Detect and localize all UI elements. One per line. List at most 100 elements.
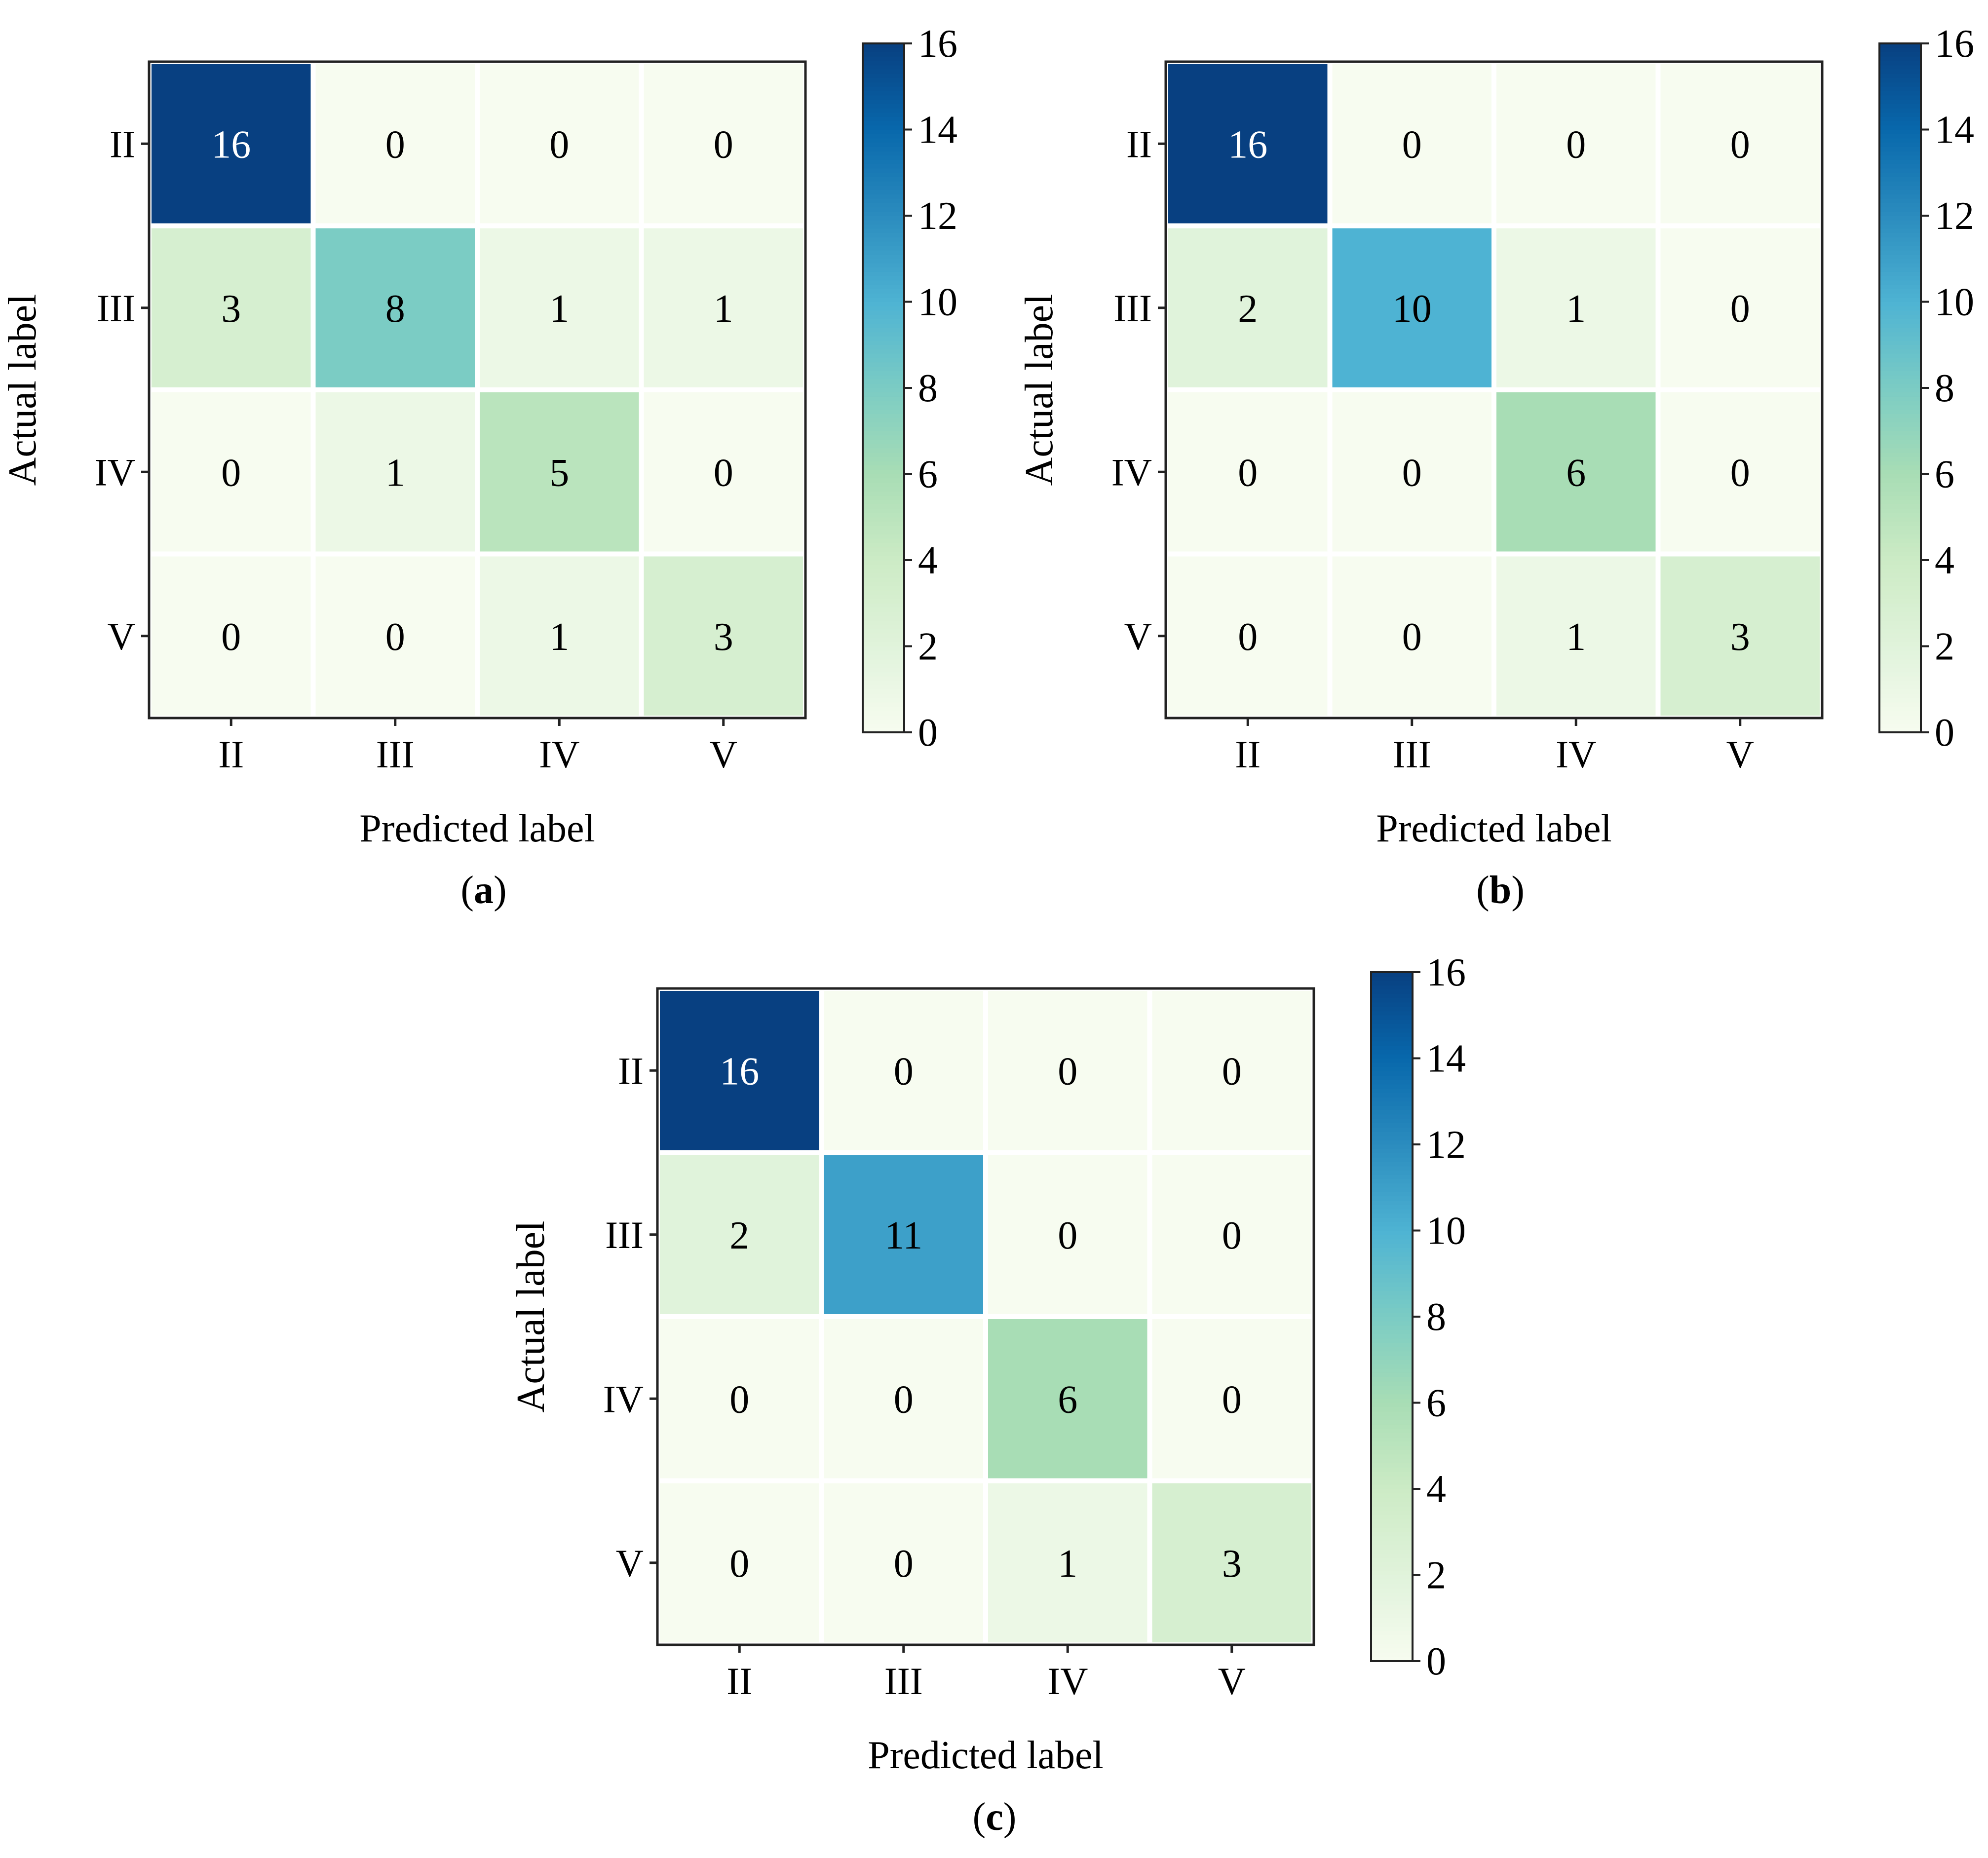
colorbar-segment — [1879, 560, 1921, 565]
cell-value-label: 0 — [1222, 1050, 1242, 1093]
colorbar-segment — [863, 125, 904, 130]
colorbar-segment — [1879, 465, 1921, 470]
colorbar-segment — [863, 702, 904, 707]
colorbar-segment — [1879, 375, 1921, 380]
colorbar-segment — [863, 551, 904, 556]
colorbar-segment — [1879, 168, 1921, 173]
colorbar-segment — [863, 387, 904, 393]
colorbar-segment — [1879, 271, 1921, 276]
colorbar-tick-label: 6 — [1426, 1382, 1446, 1425]
colorbar-segment — [863, 469, 904, 474]
colorbar-segment — [1879, 176, 1921, 182]
colorbar-segment — [1879, 108, 1921, 113]
colorbar-segment — [1879, 684, 1921, 690]
colorbar-segment — [1879, 103, 1921, 109]
colorbar-segment — [863, 288, 904, 294]
colorbar-segment — [1879, 336, 1921, 341]
cell-value-label: 3 — [1730, 615, 1750, 659]
colorbar-segment — [1879, 525, 1921, 531]
colorbar-tick-label: 14 — [918, 109, 957, 152]
y-tick-label: V — [1124, 615, 1152, 658]
colorbar-segment — [863, 254, 904, 259]
colorbar-tick-label: 0 — [1935, 711, 1954, 755]
colorbar-segment — [1371, 1570, 1413, 1575]
colorbar-segment — [1371, 1269, 1413, 1274]
colorbar-segment — [863, 521, 904, 526]
colorbar-segment — [1879, 542, 1921, 548]
colorbar-segment — [1879, 487, 1921, 492]
colorbar-segment — [863, 310, 904, 315]
colorbar-segment — [1371, 1639, 1413, 1644]
colorbar-segment — [863, 603, 904, 608]
colorbar-tick-label: 12 — [1426, 1123, 1466, 1167]
cell-value-label: 0 — [221, 451, 241, 494]
colorbar-segment — [863, 487, 904, 492]
colorbar-segment — [1879, 159, 1921, 164]
colorbar-segment — [1879, 680, 1921, 685]
colorbar-segment — [1879, 659, 1921, 664]
colorbar-segment — [1879, 254, 1921, 259]
cell-value-label: 0 — [894, 1050, 914, 1093]
colorbar-segment — [1371, 1656, 1413, 1662]
colorbar-segment — [1879, 332, 1921, 337]
colorbar-segment — [863, 530, 904, 535]
colorbar-segment — [863, 56, 904, 61]
colorbar-tick-label: 16 — [1426, 951, 1466, 994]
colorbar-segment — [1371, 1075, 1413, 1080]
matrix-cell — [819, 1478, 988, 1647]
colorbar-segment — [1879, 120, 1921, 126]
colorbar-segment — [1879, 245, 1921, 251]
colorbar-segment — [863, 568, 904, 573]
colorbar-segment — [863, 715, 904, 720]
colorbar-segment — [1371, 1118, 1413, 1123]
y-tick-label: V — [616, 1542, 644, 1585]
colorbar-segment — [1879, 650, 1921, 655]
colorbar-segment — [863, 314, 904, 319]
colorbar-segment — [863, 474, 904, 479]
colorbar-segment — [1879, 672, 1921, 677]
cell-value-label: 10 — [1392, 287, 1432, 331]
colorbar-segment — [1371, 1433, 1413, 1438]
colorbar-segment — [1879, 482, 1921, 488]
colorbar-segment — [1371, 1277, 1413, 1283]
colorbar-segment — [1371, 1355, 1413, 1360]
cell-value-label: 6 — [1566, 451, 1586, 494]
colorbar-segment — [863, 318, 904, 324]
colorbar-tick-label: 16 — [1935, 22, 1974, 66]
colorbar-segment — [1371, 1183, 1413, 1188]
colorbar-segment — [1371, 1605, 1413, 1610]
colorbar-tick-label: 10 — [918, 281, 957, 324]
colorbar-segment — [1371, 1316, 1413, 1322]
colorbar-segment — [1879, 362, 1921, 367]
colorbar-segment — [1879, 51, 1921, 57]
colorbar-segment — [1371, 1092, 1413, 1098]
colorbar-segment — [863, 228, 904, 233]
colorbar-segment — [1879, 697, 1921, 703]
colorbar-tick-label: 12 — [1935, 194, 1974, 238]
colorbar-segment — [863, 190, 904, 194]
colorbar-segment — [1879, 667, 1921, 673]
colorbar-segment — [1879, 366, 1921, 371]
y-tick-label: III — [1113, 287, 1152, 330]
cell-value-label: 1 — [1566, 287, 1586, 331]
colorbar-segment — [1879, 146, 1921, 152]
colorbar-segment — [863, 99, 904, 104]
panel-caption: (b) — [1476, 869, 1525, 912]
colorbar-segment — [1371, 1294, 1413, 1300]
y-tick-label: IV — [603, 1377, 644, 1420]
colorbar-segment — [1371, 1230, 1413, 1235]
colorbar-segment — [1879, 491, 1921, 496]
colorbar-segment — [1371, 1626, 1413, 1631]
cell-value-label: 1 — [714, 287, 733, 331]
cell-value-label: 1 — [1566, 615, 1586, 659]
colorbar-segment — [1371, 1333, 1413, 1339]
colorbar-segment — [863, 697, 904, 703]
colorbar-segment — [1879, 555, 1921, 561]
colorbar-segment — [1879, 275, 1921, 281]
colorbar-segment — [863, 413, 904, 418]
colorbar-segment — [863, 348, 904, 354]
y-tick-label: II — [110, 122, 135, 165]
colorbar-segment — [1371, 1338, 1413, 1343]
cell-value-label: 8 — [385, 287, 405, 331]
